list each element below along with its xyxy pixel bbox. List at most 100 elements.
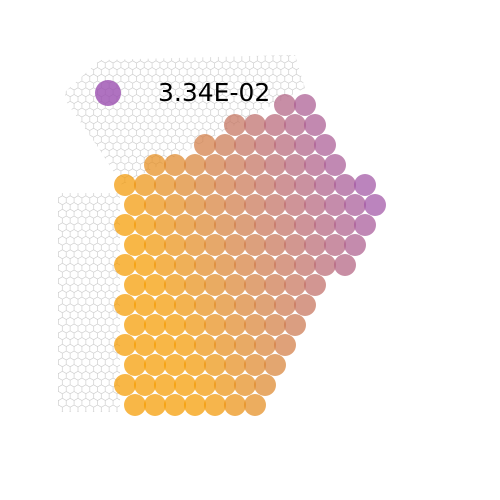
point (224, 274, 246, 296)
point (244, 154, 266, 176)
point (144, 274, 166, 296)
point (134, 254, 156, 276)
point (264, 274, 286, 296)
point (324, 234, 346, 256)
point (294, 94, 316, 116)
point (294, 254, 316, 276)
point (234, 374, 256, 396)
point (354, 214, 376, 236)
point (204, 234, 226, 256)
point (244, 354, 266, 376)
legend-label: 3.34E-02 (158, 78, 270, 107)
point (154, 174, 176, 196)
point (184, 274, 206, 296)
point (254, 334, 276, 356)
point (194, 294, 216, 316)
point (294, 214, 316, 236)
point (254, 174, 276, 196)
point (134, 294, 156, 316)
point (194, 334, 216, 356)
point (174, 374, 196, 396)
point (244, 234, 266, 256)
point (304, 154, 326, 176)
point (164, 314, 186, 336)
point (314, 254, 336, 276)
point (344, 194, 366, 216)
point (174, 174, 196, 196)
point (224, 314, 246, 336)
point (154, 294, 176, 316)
point (114, 254, 136, 276)
point (214, 174, 236, 196)
point (244, 114, 266, 136)
point (244, 314, 266, 336)
point (204, 354, 226, 376)
point (184, 194, 206, 216)
tissue-grid (58, 193, 120, 412)
point (174, 294, 196, 316)
point (154, 374, 176, 396)
point (214, 254, 236, 276)
point (284, 114, 306, 136)
point (114, 214, 136, 236)
point (114, 174, 136, 196)
point (294, 174, 316, 196)
point (144, 354, 166, 376)
point (264, 154, 286, 176)
point (204, 394, 226, 416)
point (134, 174, 156, 196)
point (154, 254, 176, 276)
point (294, 134, 316, 156)
point (234, 294, 256, 316)
point (164, 394, 186, 416)
point (134, 214, 156, 236)
point (364, 194, 386, 216)
point (184, 314, 206, 336)
point (144, 394, 166, 416)
point (214, 294, 236, 316)
point (204, 154, 226, 176)
point (204, 314, 226, 336)
point (114, 294, 136, 316)
point (214, 134, 236, 156)
point (274, 134, 296, 156)
point (164, 354, 186, 376)
point (194, 254, 216, 276)
point (284, 194, 306, 216)
point (324, 154, 346, 176)
background-grid (58, 55, 305, 412)
point (354, 174, 376, 196)
point (334, 174, 356, 196)
point (234, 214, 256, 236)
point (264, 114, 286, 136)
point (334, 254, 356, 276)
point (314, 214, 336, 236)
point (114, 334, 136, 356)
point (344, 234, 366, 256)
point (244, 194, 266, 216)
point (284, 234, 306, 256)
point (274, 174, 296, 196)
point (174, 334, 196, 356)
point (184, 234, 206, 256)
point (214, 214, 236, 236)
point (234, 134, 256, 156)
point (194, 374, 216, 396)
point (164, 234, 186, 256)
point (334, 214, 356, 236)
point (254, 254, 276, 276)
point (144, 314, 166, 336)
points (114, 94, 386, 416)
point (224, 194, 246, 216)
point (214, 374, 236, 396)
point (124, 394, 146, 416)
point (254, 214, 276, 236)
legend: 3.34E-02 (95, 78, 270, 107)
point (224, 114, 246, 136)
point (284, 274, 306, 296)
point (164, 274, 186, 296)
point (174, 254, 196, 276)
point (244, 274, 266, 296)
point (124, 194, 146, 216)
